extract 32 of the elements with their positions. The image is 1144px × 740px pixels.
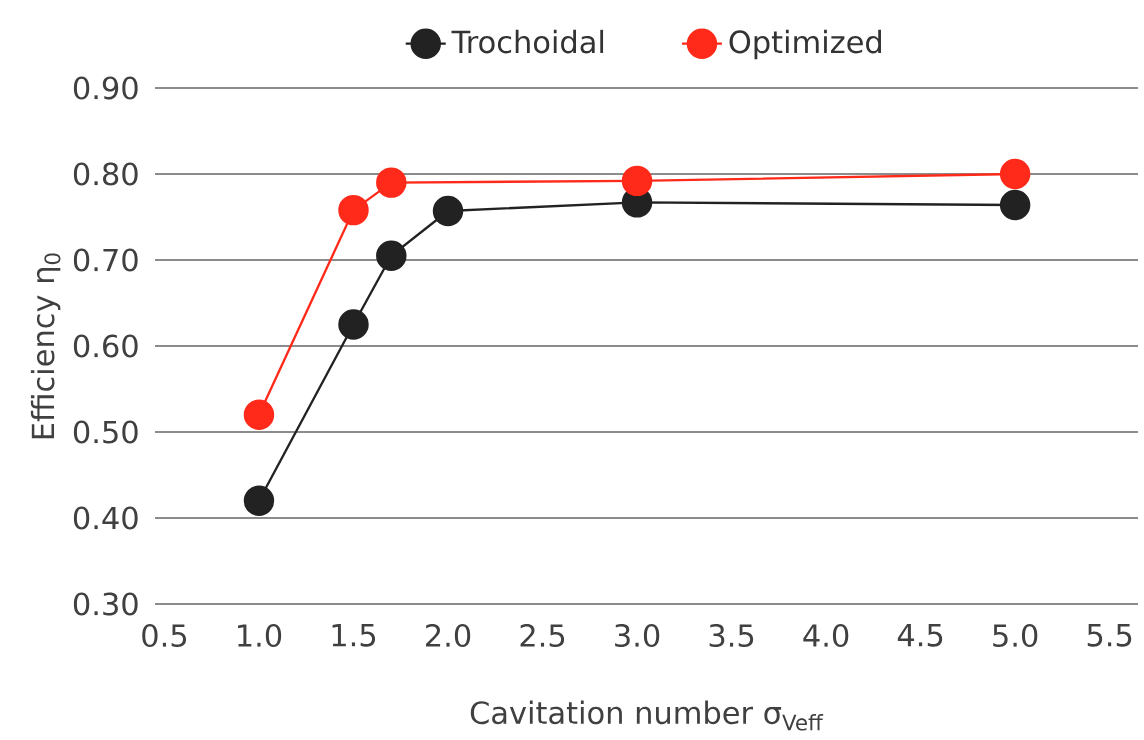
x-tick-label: 2.5	[520, 624, 565, 648]
x-tick-label: 2.0	[426, 624, 471, 648]
point	[999, 189, 1031, 221]
legend-label: Trochoidal	[451, 29, 604, 54]
x-axis-title: Cavitation number σ$_{Veff}$	[470, 700, 824, 731]
y-tick-label: 0.80	[73, 162, 138, 186]
point	[376, 167, 407, 198]
x-tick-label: 0.5	[142, 624, 187, 648]
x-tick-label: 5.0	[993, 624, 1038, 648]
y-tick-label: 0.40	[73, 506, 138, 530]
x-tick-label: 3.5	[709, 624, 754, 648]
y-tick-label: 0.70	[73, 248, 138, 272]
legend-label: Optimized	[729, 29, 881, 60]
y-tick-label: 0.50	[73, 420, 138, 444]
x-tick-label: 1.5	[332, 624, 376, 647]
x-tick-label: 1.0	[238, 624, 282, 648]
y-axis-title: Efficiency η$_{0}$	[30, 253, 61, 439]
point	[338, 194, 369, 226]
y-tick-label: 0.30	[73, 592, 138, 616]
point	[243, 485, 275, 517]
x-tick-label: 5.5	[1087, 624, 1132, 647]
x-tick-label: 4.5	[897, 624, 943, 647]
x-tick-label: 4.0	[803, 624, 849, 648]
point	[999, 158, 1031, 190]
point	[432, 195, 464, 227]
y-tick-label: 0.90	[73, 76, 138, 100]
x-tick-label: 3.0	[615, 624, 660, 648]
y-tick-label: 0.60	[73, 334, 138, 358]
point	[621, 165, 653, 197]
point	[376, 240, 407, 271]
point	[243, 399, 275, 431]
point	[338, 309, 369, 340]
